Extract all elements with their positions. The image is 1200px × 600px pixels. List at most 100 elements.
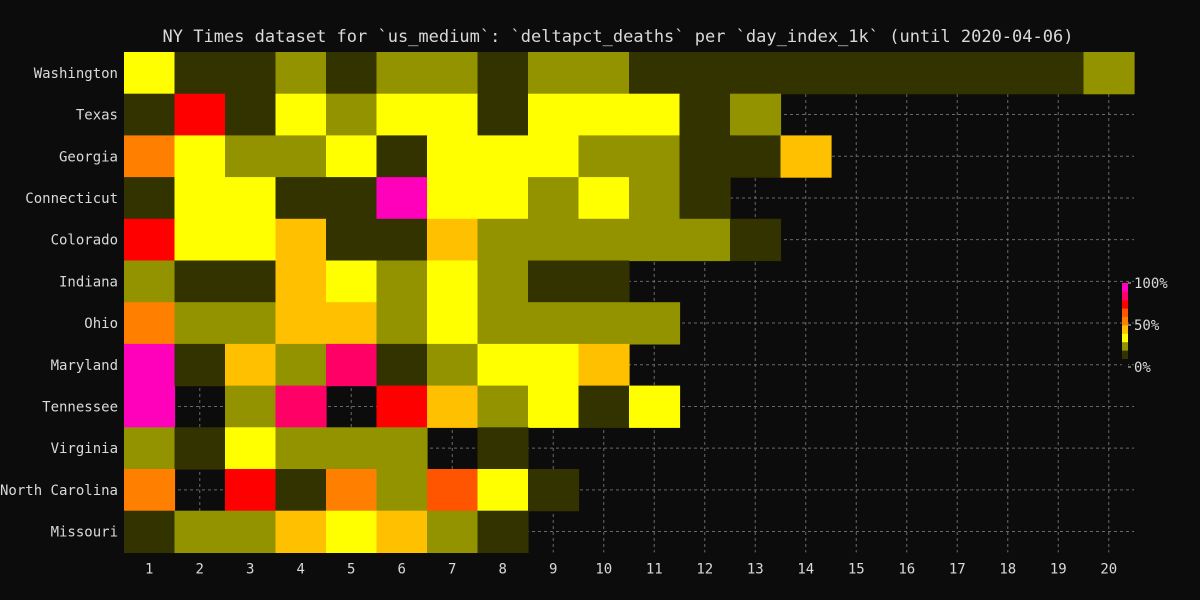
heatmap-cell xyxy=(629,93,681,136)
heatmap-cell xyxy=(275,469,327,512)
colorbar-swatch xyxy=(1122,283,1128,292)
colorbar-swatch xyxy=(1122,291,1128,301)
colorbar-label: 50% xyxy=(1134,318,1160,334)
x-tick-label: 1 xyxy=(145,561,153,577)
heatmap-cell xyxy=(730,135,782,178)
heatmap-cell xyxy=(477,52,529,95)
heatmap-cell xyxy=(174,218,226,262)
heatmap-cell xyxy=(427,177,479,220)
heatmap-cell xyxy=(427,135,479,178)
y-tick-label: Georgia xyxy=(59,149,118,165)
heatmap-cell xyxy=(477,135,529,178)
heatmap-cell xyxy=(326,427,378,470)
heatmap-cell xyxy=(225,343,277,387)
heatmap-cell xyxy=(326,93,378,136)
heatmap-cell xyxy=(174,302,226,345)
heatmap-cell xyxy=(376,302,428,345)
heatmap-cell xyxy=(376,135,428,178)
heatmap-cell xyxy=(326,510,378,553)
x-tick-label: 4 xyxy=(297,561,305,577)
heatmap-cell xyxy=(174,135,226,178)
heatmap-cell xyxy=(225,302,277,345)
x-tick-label: 11 xyxy=(646,561,663,577)
heatmap-cell xyxy=(427,510,479,553)
heatmap-cell xyxy=(326,218,378,262)
heatmap-cell xyxy=(376,52,428,95)
heatmap-cell xyxy=(528,343,580,387)
heatmap-cell xyxy=(679,135,731,178)
heatmap-cell xyxy=(427,218,479,262)
heatmap-cell xyxy=(427,343,479,387)
x-tick-label: 12 xyxy=(696,561,713,577)
heatmap-cell xyxy=(629,302,681,345)
heatmap-cell xyxy=(578,302,630,345)
colorbar-swatch xyxy=(1122,308,1128,317)
heatmap-cells xyxy=(124,52,1135,553)
heatmap-cell xyxy=(225,177,277,220)
heatmap-cell xyxy=(225,427,277,470)
heatmap-cell xyxy=(528,260,580,303)
heatmap-cell xyxy=(124,385,176,428)
heatmap-cell xyxy=(275,427,327,470)
heatmap-cell xyxy=(174,260,226,303)
heatmap-cell xyxy=(730,52,782,95)
heatmap-cell xyxy=(326,135,378,178)
colorbar-swatch xyxy=(1122,299,1128,309)
heatmap-cell xyxy=(376,385,428,428)
heatmap-cell xyxy=(629,218,681,262)
heatmap-cell xyxy=(174,177,226,220)
x-tick-labels: 1 2 3 4 5 6 7 8 9 10 11 12 13 14 15 16 17 18 19 20 xyxy=(145,561,1117,577)
y-tick-label: Maryland xyxy=(51,358,118,374)
heatmap-cell xyxy=(275,510,327,553)
heatmap-cell xyxy=(124,218,176,262)
heatmap-cell xyxy=(427,93,479,136)
heatmap-cell xyxy=(275,343,327,387)
heatmap-cell xyxy=(477,260,529,303)
heatmap-cell xyxy=(124,177,176,220)
x-tick-label: 8 xyxy=(499,561,507,577)
x-tick-label: 6 xyxy=(398,561,406,577)
colorbar-swatch xyxy=(1122,341,1128,351)
heatmap-cell xyxy=(932,52,984,95)
heatmap-cell xyxy=(326,52,378,95)
heatmap-cell xyxy=(1083,52,1135,95)
x-tick-label: 3 xyxy=(246,561,254,577)
heatmap-cell xyxy=(730,218,782,262)
heatmap-cell xyxy=(528,52,580,95)
y-tick-label: Missouri xyxy=(51,525,118,541)
heatmap-cell xyxy=(376,469,428,512)
heatmap-cell xyxy=(578,177,630,220)
x-tick-label: 20 xyxy=(1100,561,1117,577)
heatmap-cell xyxy=(578,260,630,303)
heatmap-cell xyxy=(225,52,277,95)
heatmap-cell xyxy=(124,427,176,470)
heatmap-cell xyxy=(477,93,529,136)
heatmap-cell xyxy=(578,52,630,95)
heatmap-cell xyxy=(427,260,479,303)
heatmap-cell xyxy=(427,385,479,428)
y-tick-label: North Carolina xyxy=(0,483,118,499)
heatmap-cell xyxy=(124,135,176,178)
x-tick-label: 9 xyxy=(549,561,557,577)
heatmap-cell xyxy=(477,385,529,428)
heatmap-cell xyxy=(528,93,580,136)
heatmap-cell xyxy=(427,52,479,95)
x-tick-label: 18 xyxy=(999,561,1016,577)
colorbar-label: 100% xyxy=(1134,276,1168,292)
heatmap-cell xyxy=(124,510,176,553)
y-tick-label: Texas xyxy=(76,108,118,124)
heatmap-cell xyxy=(275,52,327,95)
heatmap-cell xyxy=(225,510,277,553)
heatmap-cell xyxy=(275,177,327,220)
heatmap-cell xyxy=(982,52,1034,95)
heatmap-cell xyxy=(629,385,681,428)
heatmap-cell xyxy=(477,427,529,470)
heatmap-cell xyxy=(427,469,479,512)
y-tick-label: Colorado xyxy=(51,233,118,249)
heatmap-cell xyxy=(225,385,277,428)
heatmap-cell xyxy=(578,218,630,262)
x-tick-label: 17 xyxy=(949,561,966,577)
heatmap-cell xyxy=(477,177,529,220)
heatmap-cell xyxy=(528,302,580,345)
heatmap-cell xyxy=(831,52,883,95)
